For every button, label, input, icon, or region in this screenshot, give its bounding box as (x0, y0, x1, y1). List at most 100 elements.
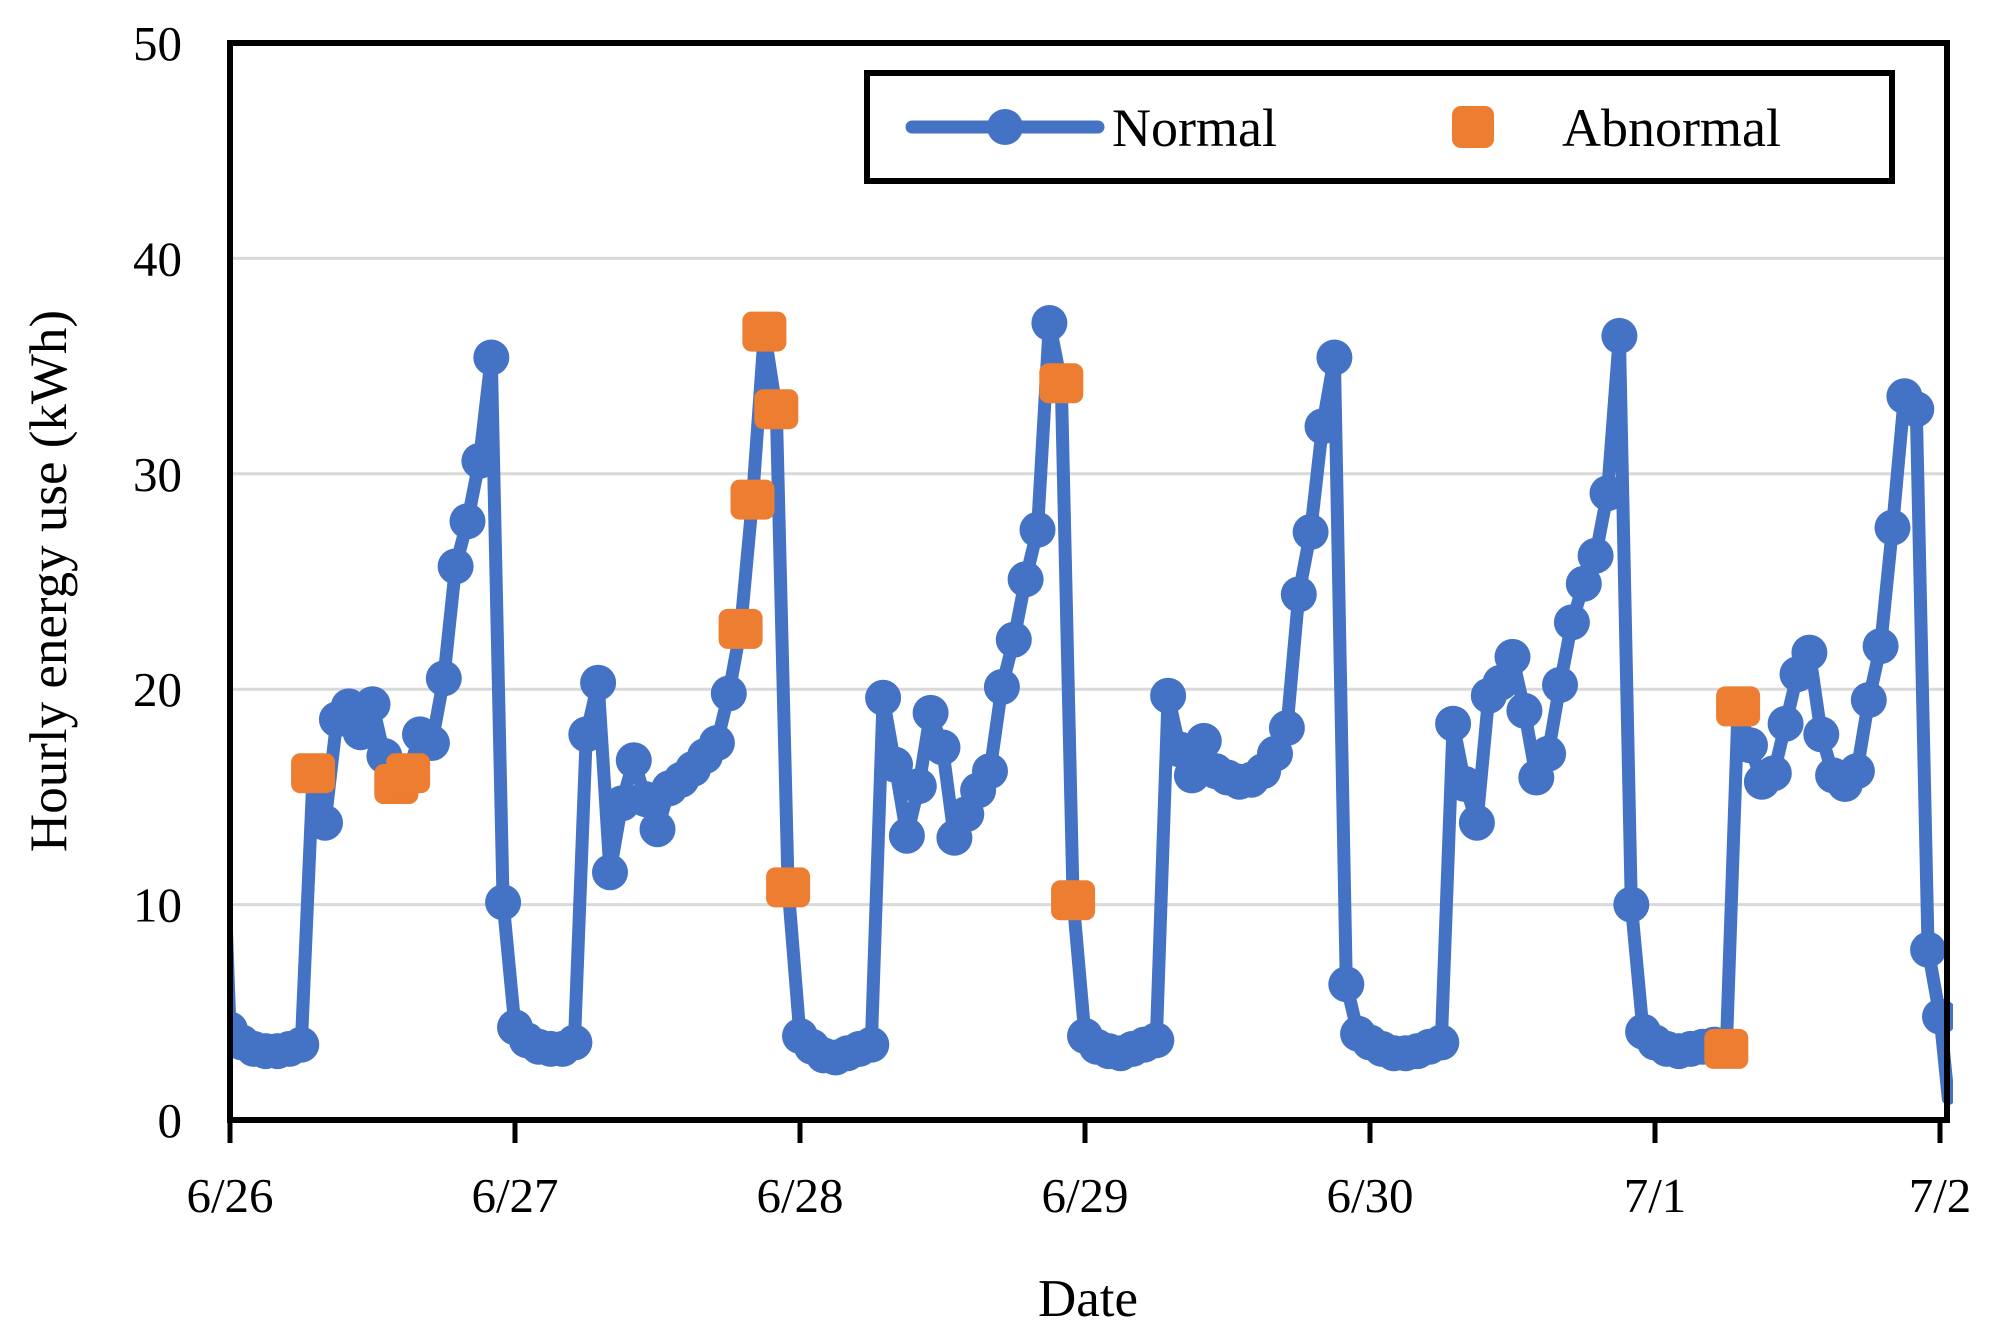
normal-marker (1138, 1022, 1175, 1059)
normal-marker (1553, 604, 1590, 641)
x-tick-label: 6/27 (471, 1168, 558, 1223)
normal-marker (449, 503, 486, 540)
normal-marker (853, 1026, 890, 1063)
plot-border (227, 40, 1950, 1123)
x-tick-label: 6/26 (186, 1168, 273, 1223)
abnormal-marker (1051, 880, 1096, 921)
normal-marker (972, 753, 1008, 790)
normal-marker (1922, 998, 1953, 1035)
normal-marker (1850, 682, 1887, 718)
normal-marker (1803, 716, 1840, 753)
y-axis-title: Hourly energy use (kWh) (20, 310, 78, 852)
normal-marker (1494, 638, 1531, 675)
normal-marker (1838, 753, 1875, 790)
normal-marker (983, 669, 1020, 705)
y-tick-label: 40 (133, 231, 182, 286)
normal-marker (1185, 722, 1222, 759)
normal-marker (473, 339, 510, 376)
normal-marker (1874, 509, 1911, 546)
normal-marker (1304, 408, 1341, 445)
legend-normal-label: Normal (1112, 98, 1277, 158)
normal-marker (900, 768, 937, 805)
x-tick-label: 6/29 (1041, 1168, 1128, 1223)
normal-marker (1423, 1024, 1460, 1061)
normal-marker (1542, 666, 1578, 703)
normal-marker (461, 442, 498, 479)
normal-marker (1565, 565, 1602, 602)
normal-marker (1150, 677, 1187, 714)
normal-marker (568, 716, 605, 753)
normal-marker (1328, 966, 1365, 1003)
abnormal-marker (766, 867, 811, 908)
normal-marker (924, 729, 961, 766)
abnormal-marker (1704, 1028, 1749, 1069)
normal-marker (437, 548, 474, 585)
normal-marker (1280, 576, 1317, 613)
y-tick-label: 20 (133, 662, 182, 717)
x-axis-title: Date (1038, 1270, 1138, 1328)
x-tick-label: 7/1 (1624, 1168, 1687, 1223)
normal-marker (342, 714, 379, 751)
normal-marker (580, 664, 617, 701)
normal-marker (1530, 735, 1567, 772)
normal-marker (995, 621, 1032, 658)
normal-marker (1458, 804, 1495, 841)
y-tick-label: 10 (133, 878, 182, 933)
abnormal-marker (718, 608, 763, 649)
y-tick-label: 30 (133, 447, 182, 502)
normal-marker (1435, 705, 1472, 742)
normal-marker (1755, 755, 1792, 792)
normal-marker (710, 675, 747, 712)
legend-abnormal-label: Abnormal (1562, 98, 1781, 158)
x-tick-label: 6/28 (756, 1168, 843, 1223)
x-tick-label: 6/30 (1326, 1168, 1413, 1223)
x-tick-label: 7/2 (1909, 1168, 1972, 1223)
normal-marker (1589, 475, 1626, 512)
legend-abnormal-marker-sample (1452, 106, 1494, 148)
normal-marker (1447, 766, 1483, 802)
normal-marker (556, 1024, 593, 1061)
normal-marker (1862, 628, 1899, 665)
abnormal-marker (386, 753, 431, 794)
y-tick-label: 50 (133, 16, 182, 71)
abnormal-marker (742, 311, 787, 352)
normal-marker (1577, 537, 1614, 574)
normal-marker (1268, 710, 1305, 746)
normal-marker (413, 725, 450, 761)
normal-marker (912, 694, 949, 731)
normal-marker (1031, 305, 1068, 341)
normal-marker (1910, 931, 1947, 968)
normal-series-line (227, 316, 1953, 1105)
plot-area (227, 305, 1953, 1105)
normal-marker (283, 1026, 320, 1063)
abnormal-marker (291, 753, 336, 794)
normal-marker (1316, 339, 1353, 376)
normal-marker (615, 742, 652, 779)
normal-marker (877, 746, 913, 783)
legend-normal-marker-sample (987, 109, 1023, 145)
abnormal-marker (730, 479, 775, 520)
normal-marker (1767, 705, 1804, 742)
normal-marker (1506, 692, 1543, 729)
abnormal-marker (1039, 363, 1084, 404)
normal-marker (485, 884, 522, 921)
normal-marker (1007, 561, 1044, 598)
abnormal-marker (754, 389, 799, 430)
normal-marker (639, 811, 676, 848)
normal-marker (1613, 886, 1650, 923)
normal-marker (1898, 391, 1935, 428)
normal-marker (592, 854, 628, 891)
normal-marker (865, 679, 902, 716)
normal-marker (425, 660, 462, 697)
normal-marker (1292, 514, 1329, 550)
normal-marker (1601, 317, 1638, 354)
normal-marker (888, 817, 925, 854)
normal-marker (1732, 727, 1768, 764)
normal-marker (1019, 511, 1056, 548)
normal-marker (354, 686, 391, 723)
normal-marker (698, 725, 735, 761)
y-tick-label: 0 (158, 1093, 183, 1148)
normal-marker (1791, 634, 1828, 671)
